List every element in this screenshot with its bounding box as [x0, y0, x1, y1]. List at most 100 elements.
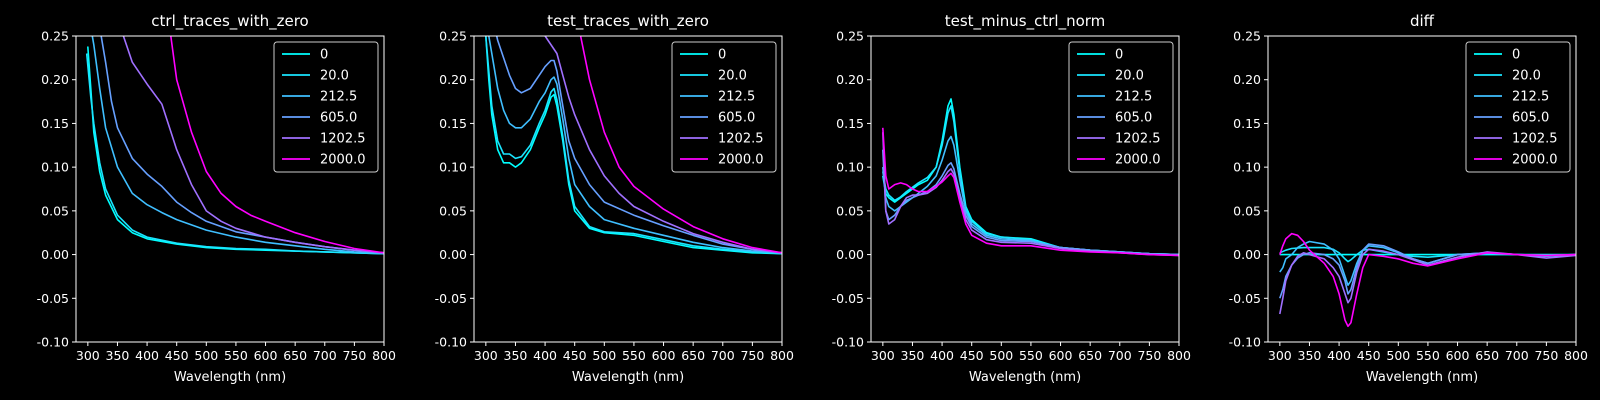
x-tick-label: 500 — [592, 348, 616, 363]
y-tick-label: 0.10 — [439, 160, 467, 175]
x-tick-label: 600 — [254, 348, 278, 363]
y-tick-label: 0.15 — [439, 116, 467, 131]
y-tick-label: 0.25 — [1233, 29, 1261, 44]
legend-label: 1202.5 — [1512, 132, 1558, 147]
y-tick-label: 0.25 — [836, 29, 864, 44]
x-tick-label: 300 — [1268, 348, 1292, 363]
x-tick-label: 350 — [901, 348, 925, 363]
plot-frame — [1267, 35, 1577, 343]
x-axis-label: Wavelength (nm) — [969, 370, 1081, 385]
x-axis-label: Wavelength (nm) — [572, 370, 684, 385]
series-line-1202.5 — [882, 132, 1179, 257]
x-tick-label: 500 — [194, 348, 218, 363]
y-tick-label: 0.20 — [439, 72, 467, 87]
chart-panel-4: diff -0.10 -0.05 0.00 0.05 0.10 0.15 0.20 0.25 30… — [1229, 12, 1588, 385]
legend-label: 0 — [718, 48, 726, 63]
x-tick-label: 600 — [1049, 348, 1073, 363]
x-tick-label: 300 — [474, 348, 498, 363]
legend-label: 2000.0 — [1115, 153, 1161, 168]
series-line-2000.0 — [579, 36, 782, 254]
chart-title: test_traces_with_zero — [547, 12, 709, 31]
series-line-212.5 — [91, 36, 384, 255]
legend-label: 212.5 — [1115, 90, 1152, 105]
series-line-1202.5 — [122, 36, 384, 254]
series-line-605.0 — [1279, 243, 1576, 299]
x-tick-label: 650 — [283, 348, 307, 363]
x-tick-label: 750 — [1534, 348, 1558, 363]
plot-frame — [870, 35, 1180, 343]
legend-label: 2000.0 — [718, 153, 764, 168]
legend-label: 0 — [1512, 48, 1520, 63]
y-tick-label: 0.05 — [41, 203, 69, 218]
plot-frame — [473, 35, 783, 343]
x-tick-label: 350 — [504, 348, 528, 363]
chart-panel-3: test_minus_ctrl_norm -0.10 -0.05 0.00 0.05 0.… — [832, 12, 1191, 385]
x-axis-label: Wavelength (nm) — [174, 370, 286, 385]
x-tick-label: 650 — [681, 348, 705, 363]
y-tick-label: 0.05 — [439, 203, 467, 218]
legend: 0 20.0 212.5 605.0 1202.5 2000.0 — [273, 41, 379, 173]
y-tick-label: 0.15 — [836, 116, 864, 131]
legend-label: 0 — [1115, 48, 1123, 63]
legend: 0 20.0 212.5 605.0 1202.5 2000.0 — [1465, 41, 1571, 173]
x-tick-label: 500 — [989, 348, 1013, 363]
y-tick-label: 0.10 — [1233, 160, 1261, 175]
series-line-0 — [485, 36, 782, 255]
series-line-2000.0 — [1279, 232, 1576, 328]
legend-label: 1202.5 — [718, 132, 764, 147]
x-tick-label: 700 — [711, 348, 735, 363]
y-tick-label: 0.00 — [836, 247, 864, 262]
legend-label: 605.0 — [320, 111, 357, 126]
x-tick-label: 550 — [1416, 348, 1440, 363]
x-tick-label: 500 — [1386, 348, 1410, 363]
x-tick-label: 600 — [652, 348, 676, 363]
x-tick-label: 400 — [930, 348, 954, 363]
x-tick-label: 450 — [1357, 348, 1381, 363]
legend-label: 1202.5 — [320, 132, 366, 147]
x-tick-label: 350 — [106, 348, 130, 363]
x-tick-label: 650 — [1078, 348, 1102, 363]
chart-panel-2: test_traces_with_zero -0.10 -0.05 0.00 0.05 0… — [435, 12, 794, 385]
x-tick-label: 550 — [1019, 348, 1043, 363]
legend: 0 20.0 212.5 605.0 1202.5 2000.0 — [671, 41, 777, 173]
legend-label: 20.0 — [320, 69, 349, 84]
x-tick-label: 550 — [622, 348, 646, 363]
x-tick-label: 400 — [135, 348, 159, 363]
legend-label: 605.0 — [718, 111, 755, 126]
legend-label: 1202.5 — [1115, 132, 1161, 147]
x-tick-label: 800 — [1564, 348, 1588, 363]
series-line-212.5 — [488, 36, 782, 254]
x-tick-label: 600 — [1446, 348, 1470, 363]
y-tick-label: 0.10 — [836, 160, 864, 175]
y-tick-label: -0.05 — [37, 291, 69, 306]
x-tick-label: 700 — [1108, 348, 1132, 363]
series-group — [882, 98, 1179, 257]
y-tick-label: 0.05 — [836, 203, 864, 218]
x-axis-label: Wavelength (nm) — [1366, 370, 1478, 385]
legend-label: 212.5 — [718, 90, 755, 105]
y-tick-label: 0.20 — [1233, 72, 1261, 87]
y-tick-label: 0.20 — [41, 72, 69, 87]
series-line-605.0 — [495, 36, 782, 254]
legend-label: 212.5 — [1512, 90, 1549, 105]
legend: 0 20.0 212.5 605.0 1202.5 2000.0 — [1068, 41, 1174, 173]
y-tick-label: 0.05 — [1233, 203, 1261, 218]
x-tick-label: 750 — [740, 348, 764, 363]
legend-label: 605.0 — [1512, 111, 1549, 126]
y-tick-label: -0.10 — [435, 335, 467, 350]
y-tick-label: -0.10 — [1229, 335, 1261, 350]
x-tick-label: 750 — [1137, 348, 1161, 363]
x-tick-label: 650 — [1475, 348, 1499, 363]
legend-label: 20.0 — [718, 69, 747, 84]
x-tick-label: 400 — [1327, 348, 1351, 363]
x-tick-label: 750 — [342, 348, 366, 363]
y-tick-label: -0.05 — [435, 291, 467, 306]
y-tick-label: -0.10 — [37, 335, 69, 350]
chart-title: ctrl_traces_with_zero — [151, 12, 308, 31]
x-tick-label: 800 — [372, 348, 396, 363]
y-tick-label: 0.25 — [439, 29, 467, 44]
chart-title: test_minus_ctrl_norm — [945, 12, 1106, 31]
series-line-1202.5 — [1279, 248, 1576, 315]
